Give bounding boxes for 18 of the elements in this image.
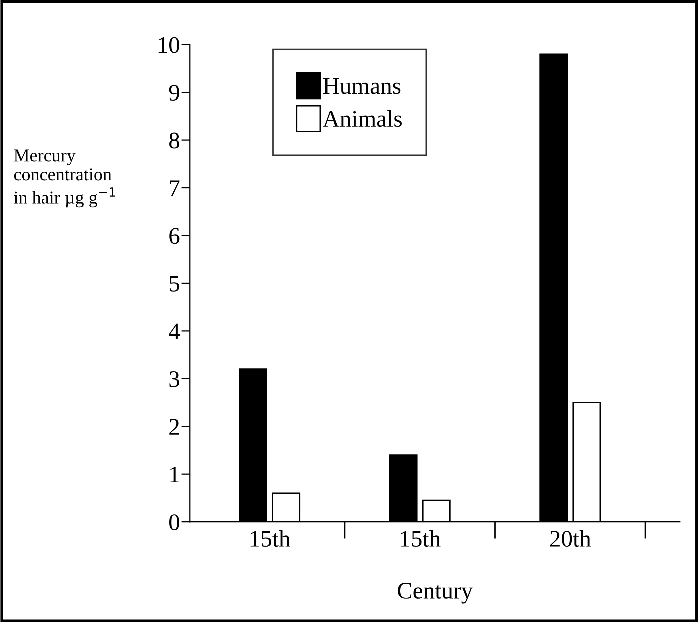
y-tick-label: 8 bbox=[170, 132, 180, 149]
legend-label: Animals bbox=[323, 110, 402, 128]
y-tick-label: 5 bbox=[170, 276, 180, 292]
y-tick-label: 7 bbox=[170, 180, 180, 196]
y-tick-label: 4 bbox=[169, 324, 180, 340]
x-tick-label: 15th bbox=[250, 530, 290, 548]
y-tick-label: 6 bbox=[170, 228, 180, 244]
y-tick-label: 9 bbox=[169, 85, 180, 101]
x-tick-label: 15th bbox=[401, 530, 441, 548]
x-tick-label: 20th bbox=[550, 530, 592, 548]
y-tick-label: 10 bbox=[158, 37, 180, 54]
y-tick-label: 3 bbox=[170, 371, 180, 388]
y-tick-label: 0 bbox=[170, 514, 180, 530]
y-tick-label: 2 bbox=[170, 419, 180, 435]
y-axis-title: Mercury concentration in hair µg g$^{−1}$ bbox=[14, 150, 116, 208]
legend-label: Humans bbox=[324, 78, 401, 94]
x-axis-title: Century bbox=[398, 583, 474, 604]
y-tick-label: 1 bbox=[170, 466, 179, 483]
